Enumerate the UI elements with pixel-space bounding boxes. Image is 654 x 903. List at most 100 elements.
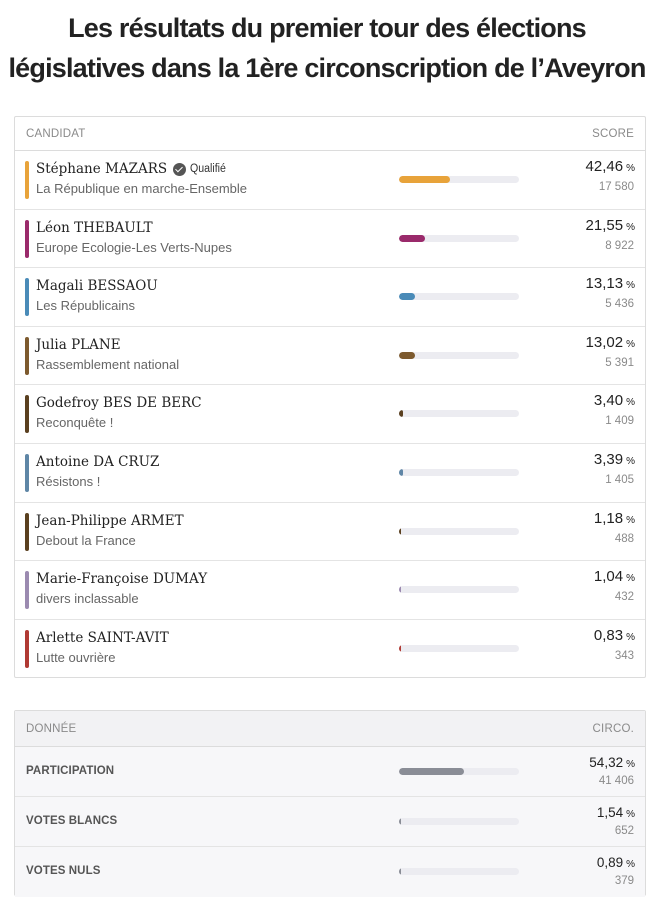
percent-unit: % [626, 759, 635, 770]
stat-label: PARTICIPATION [26, 765, 115, 777]
score-percent: 1,04% [594, 568, 635, 585]
score-bar-track [399, 234, 519, 242]
percent-unit: % [626, 573, 635, 585]
score-bar-track [399, 644, 519, 652]
score-bar-track [399, 293, 519, 301]
stats-table-header: DONNÉE CIRCO. [15, 711, 645, 747]
candidates-rows: Stéphane MAZARS Qualifié La République en … [15, 151, 645, 678]
score-bar-track [399, 468, 519, 476]
stat-label: VOTES NULS [26, 865, 101, 877]
candidate-row: Antoine DA CRUZ Résistons ! 3,39% 1 405 [15, 444, 645, 503]
candidate-row: Arlette SAINT-AVIT Lutte ouvrière 0,83% 343 [15, 620, 645, 679]
score-bar-fill [399, 527, 401, 535]
vote-count: 8 922 [605, 239, 634, 252]
score-percent: 13,13% [586, 275, 635, 292]
score-percent: 1,18% [594, 510, 635, 527]
stat-bar-fill [399, 868, 401, 875]
party-color-swatch [25, 219, 29, 258]
party-color-swatch [25, 395, 29, 434]
score-percent-value: 0,83 [593, 626, 624, 644]
score-percent: 21,55% [586, 217, 635, 234]
score-percent: 42,46% [586, 158, 635, 175]
candidate-name-text: Arlette SAINT-AVIT [36, 629, 169, 646]
vote-count: 432 [614, 591, 634, 604]
percent-unit: % [626, 280, 635, 292]
score-percent-value: 1,04 [593, 568, 624, 586]
stat-percent-value: 0,89 [596, 855, 624, 870]
candidate-name: Léon THEBAULT [36, 220, 153, 236]
score-bar-fill [399, 234, 425, 242]
percent-unit: % [626, 514, 635, 526]
score-percent-value: 13,02 [585, 333, 624, 351]
candidate-row: Marie-Françoise DUMAY divers inclassable 1… [15, 561, 645, 620]
candidate-party: Résistons ! [36, 473, 101, 489]
stats-table: DONNÉE CIRCO. PARTICIPATION 54,32% 41 406 V… [14, 710, 646, 897]
stat-bar-track [399, 768, 519, 775]
score-percent: 0,83% [594, 627, 635, 644]
candidate-name: Stéphane MAZARS Qualifié [36, 161, 229, 177]
candidate-party: La République en marche-Ensemble [36, 181, 248, 196]
score-percent-value: 42,46 [585, 158, 624, 175]
stat-row: VOTES NULS 0,89% 379 [15, 847, 645, 897]
candidate-name-text: Marie-Françoise DUMAY [36, 571, 208, 588]
candidate-party: Reconquête ! [36, 415, 114, 431]
party-color-swatch [25, 453, 29, 492]
vote-count: 17 580 [598, 181, 634, 193]
party-color-swatch [25, 336, 29, 375]
qualified-label: Qualifié [190, 163, 227, 175]
candidate-party: Europe Ecologie-Les Verts-Nupes [36, 239, 232, 255]
candidate-name-text: Magali BESSAOU [36, 278, 158, 295]
stat-count: 41 406 [598, 775, 634, 787]
score-percent-value: 3,39 [593, 450, 624, 468]
header-donnee: DONNÉE [26, 722, 77, 735]
page-title: Les résultats du premier tour des électi… [8, 13, 646, 83]
candidate-party: Lutte ouvrière [36, 649, 116, 665]
vote-count: 1 405 [605, 473, 634, 486]
header-score: SCORE [592, 127, 634, 140]
score-bar-fill [399, 468, 404, 476]
candidate-name: Arlette SAINT-AVIT [36, 630, 169, 646]
stat-row: VOTES BLANCS 1,54% 652 [15, 797, 645, 847]
percent-unit: % [626, 397, 635, 409]
score-bar-fill [399, 176, 450, 183]
score-percent-value: 21,55 [585, 216, 624, 234]
candidate-name-text: Jean-Philippe ARMET [36, 512, 184, 529]
candidate-name: Godefroy BES DE BERC [36, 395, 202, 411]
candidate-name: Magali BESSAOU [36, 278, 158, 294]
candidate-party: Rassemblement national [36, 356, 180, 372]
candidate-name: Jean-Philippe ARMET [36, 513, 184, 529]
stat-label: VOTES BLANCS [26, 815, 118, 827]
stat-percent-value: 54,32 [589, 755, 624, 770]
score-percent-value: 13,13 [585, 275, 624, 293]
stat-bar-track [399, 868, 519, 875]
candidates-table-header: CANDIDAT SCORE [15, 117, 645, 151]
score-bar-track [399, 410, 519, 418]
candidate-party: Les Républicains [36, 298, 136, 314]
party-color-swatch [25, 512, 29, 551]
vote-count: 5 436 [605, 298, 634, 311]
stats-rows: PARTICIPATION 54,32% 41 406 VOTES BLANCS 1,5… [15, 747, 645, 897]
stat-bar-fill [399, 768, 465, 775]
percent-unit: % [626, 338, 635, 350]
candidate-name-text: Godefroy BES DE BERC [36, 395, 202, 412]
candidate-row: Godefroy BES DE BERC Reconquête ! 3,40% 1 4… [15, 385, 645, 444]
score-bar-fill [399, 644, 401, 652]
candidate-name-text: Antoine DA CRUZ [36, 453, 160, 470]
stat-count: 379 [614, 875, 634, 887]
score-bar-fill [399, 586, 401, 594]
stat-percent: 1,54% [597, 805, 635, 820]
percent-unit: % [626, 859, 635, 870]
vote-count: 488 [614, 532, 634, 545]
candidate-row: Léon THEBAULT Europe Ecologie-Les Verts-N… [15, 210, 645, 269]
candidate-name: Julia PLANE [36, 337, 121, 353]
stat-row: PARTICIPATION 54,32% 41 406 [15, 747, 645, 797]
candidate-party: divers inclassable [36, 591, 139, 607]
score-bar-fill [399, 351, 415, 359]
candidate-name: Antoine DA CRUZ [36, 454, 159, 470]
stat-percent: 54,32% [589, 755, 635, 770]
score-bar-fill [399, 293, 415, 301]
score-bar-fill [399, 410, 404, 418]
percent-unit: % [626, 221, 635, 233]
score-percent: 13,02% [586, 334, 635, 351]
candidate-row: Magali BESSAOU Les Républicains 13,13% 5 43… [15, 268, 645, 327]
